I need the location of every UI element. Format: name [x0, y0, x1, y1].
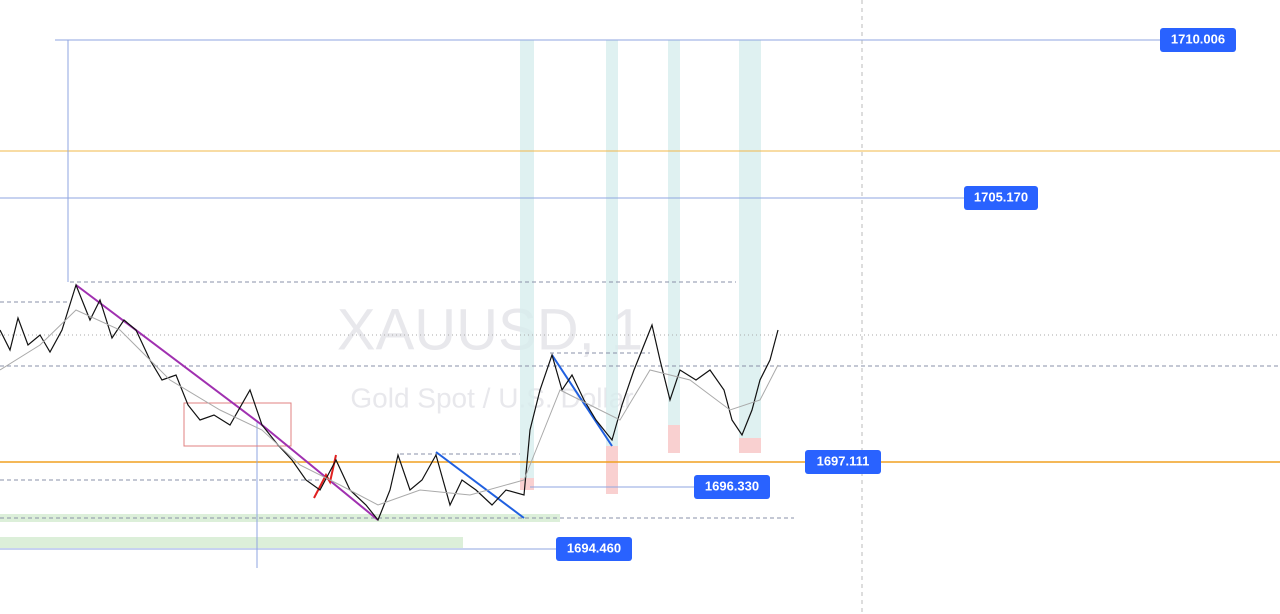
trend-line [261, 424, 379, 521]
green-zones [0, 514, 560, 548]
price-label-text: 1710.006 [1171, 31, 1225, 46]
box [183, 402, 292, 447]
trend-line [75, 284, 263, 426]
price-label: 1705.170 [964, 186, 1038, 210]
price-label-text: 1705.170 [974, 189, 1028, 204]
watermark-symbol: XAUUSD, 1 [337, 297, 643, 362]
price-label: 1694.460 [556, 537, 632, 561]
price-label-text: 1694.460 [567, 540, 621, 555]
price-label: 1710.006 [1160, 28, 1236, 52]
dashed-levels [0, 281, 1280, 519]
red-zones [520, 425, 761, 494]
price-label: 1696.330 [694, 475, 770, 499]
zones [520, 40, 761, 490]
watermark-description: Gold Spot / U.S. Dollar [350, 382, 633, 413]
price-label-text: 1697.111 [817, 453, 870, 468]
trend-line [435, 451, 525, 519]
price-label-text: 1696.330 [705, 478, 759, 493]
price-label: 1697.111 [805, 450, 881, 474]
moving-average [0, 309, 779, 506]
